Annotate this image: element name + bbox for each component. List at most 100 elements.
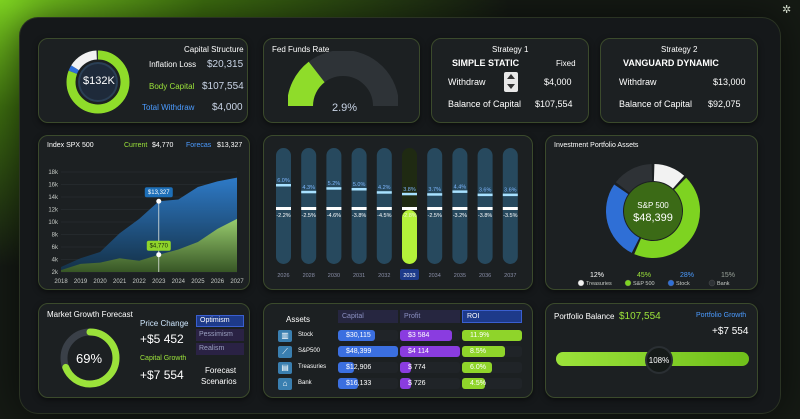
asset-name: Treasuries xyxy=(298,364,327,370)
bar-category-highlight[interactable] xyxy=(400,269,419,280)
asset-profit-bar-value: $3 584 xyxy=(408,332,430,339)
bar-track xyxy=(276,148,291,264)
pie-slice-bank xyxy=(615,164,653,193)
bar-zero-mark xyxy=(276,207,291,210)
strategy1-withdraw-label: Withdraw xyxy=(448,77,486,87)
bar-category-label[interactable]: 2031 xyxy=(353,273,365,279)
pie-legend-dot xyxy=(667,279,675,287)
asset-profit-bar-track xyxy=(400,362,460,373)
spx-title: Index SPX 500 xyxy=(47,142,94,149)
col-roi[interactable]: ROI xyxy=(462,310,522,323)
price-change-label: Price Change xyxy=(140,319,189,328)
bar-category-label[interactable]: 2035 xyxy=(454,273,466,279)
asset-capital-bar-value: $30,115 xyxy=(346,332,371,339)
asset-capital-bar-track xyxy=(338,378,398,389)
spx-x-tick: 2021 xyxy=(113,279,127,285)
withdraw-stepper[interactable] xyxy=(504,72,518,92)
bar-category-label[interactable]: 2030 xyxy=(328,273,340,279)
bar-zero-mark xyxy=(452,207,468,210)
bar-negative-label: -4.5% xyxy=(377,213,391,219)
bar-positive-mark xyxy=(376,191,392,194)
pie-percent-label: 28% xyxy=(680,272,694,279)
asset-profit-bar-value: $ 726 xyxy=(408,380,426,387)
spx-y-tick: 10k xyxy=(48,220,59,226)
spx-x-tick: 2020 xyxy=(93,279,107,285)
bar-category-label[interactable]: 2036 xyxy=(479,273,491,279)
bar-negative-label: -3.8% xyxy=(478,213,492,219)
growth-label: Portfolio Growth xyxy=(696,312,747,319)
asset-capital-bar xyxy=(338,330,376,341)
capital-donut-label: $132K xyxy=(83,75,115,87)
balance-percent: 108% xyxy=(648,356,670,365)
assets-card: Assets Capital Profit ROI ▥ Stock $30,115 $… xyxy=(263,303,533,398)
pie-center-value: $48,399 xyxy=(633,212,673,224)
spx-y-tick: 6k xyxy=(52,245,59,251)
document-icon: ▤ xyxy=(278,362,292,374)
asset-capital-bar-value: $16,133 xyxy=(346,380,372,387)
spx-current-callout-text: $4,770 xyxy=(150,244,169,250)
bar-positive-mark xyxy=(452,190,468,193)
market-growth-card: Market Growth Forecast 69% Price Change … xyxy=(38,303,250,398)
balance-progress-knob[interactable] xyxy=(645,346,673,374)
bar-positive-label: 4.4% xyxy=(454,184,467,190)
portfolio-balance-card: Portfolio Balance $107,554 Portfolio Gro… xyxy=(545,303,758,398)
spx-area-chart: 2k 4k 6k 8k 10k 12k 14k 16k 18k 2018 2019 2020 2021 2… xyxy=(48,170,244,285)
asset-profit-bar-value: $ 774 xyxy=(408,364,426,371)
bar-negative-label: -3.2% xyxy=(453,213,467,219)
pie-legend-label: Bank xyxy=(717,281,730,287)
spx-current-label: Current xyxy=(124,142,148,149)
asset-roi-bar-value: 8.5% xyxy=(470,348,486,355)
pie-legend-label: S&P 500 xyxy=(633,281,655,287)
spx-card: Index SPX 500 Current $4,770 Forecas $13… xyxy=(38,135,250,290)
strategy1-withdraw-value: $4,000 xyxy=(544,77,572,87)
settings-icon[interactable]: ✲ xyxy=(782,4,792,16)
strategy1-title: Strategy 1 xyxy=(492,45,529,54)
spx-y-tick: 12k xyxy=(48,208,59,214)
strategy1-balance-label: Balance of Capital xyxy=(448,99,522,109)
growth-value: +$7 554 xyxy=(712,326,749,337)
scenario-realism[interactable]: Realism xyxy=(196,343,244,355)
bar-negative-label: -2.2% xyxy=(276,213,290,219)
strategy1-card: Strategy 1 SIMPLE STATIC Fixed Withdraw … xyxy=(431,38,589,123)
bar-chart-icon: ▥ xyxy=(278,330,292,342)
fed-funds-title: Fed Funds Rate xyxy=(272,45,330,54)
bar-category-label[interactable]: 2034 xyxy=(429,273,441,279)
bar-category-label[interactable]: 2026 xyxy=(277,273,289,279)
stepper-down-icon[interactable] xyxy=(507,84,515,89)
bar-track xyxy=(376,148,392,264)
asset-capital-bar xyxy=(338,362,355,373)
bar-category-label[interactable]: 2033 xyxy=(403,273,415,279)
capital-growth-value: +$7 554 xyxy=(140,368,184,382)
strategy1-balance-value: $107,554 xyxy=(535,99,573,109)
scenario-optimism[interactable]: Optimism xyxy=(196,315,244,327)
bar-positive-label: 5.0% xyxy=(353,182,366,188)
bar-zero-mark xyxy=(351,207,367,210)
asset-name: S&P500 xyxy=(298,348,321,354)
col-profit[interactable]: Profit xyxy=(400,310,460,323)
asset-profit-bar xyxy=(400,378,411,389)
scenario-pessimism[interactable]: Pessimism xyxy=(196,329,244,341)
balance-title: Portfolio Balance xyxy=(554,312,615,321)
bar-positive-label: 4.2% xyxy=(378,185,391,191)
capital-donut xyxy=(66,50,130,114)
market-ring-fill xyxy=(60,328,120,388)
body-capital-value: $107,554 xyxy=(202,81,244,92)
portfolio-donut-chart: S&P 500 $48,399 12% Treasuries 45% S&P 500 28%… xyxy=(577,164,735,287)
line-chart-icon: ⟋ xyxy=(278,346,292,358)
spx-forecast-callout-text: $13,327 xyxy=(148,190,170,196)
bar-category-label[interactable]: 2037 xyxy=(504,273,516,279)
spx-y-tick: 8k xyxy=(52,233,59,239)
bar-positive-label: 3.6% xyxy=(479,188,492,194)
asset-capital-bar xyxy=(338,346,398,357)
asset-capital-bar-value: $12,906 xyxy=(346,364,372,371)
bar-zero-mark xyxy=(502,207,518,210)
body-capital-label: Body Capital xyxy=(149,82,195,91)
bar-category-label[interactable]: 2032 xyxy=(378,273,390,279)
bar-positive-mark xyxy=(427,193,443,196)
capital-growth-label: Capital Growth xyxy=(140,355,187,362)
bar-highlight-fill xyxy=(402,210,417,264)
spx-x-tick: 2018 xyxy=(54,279,68,285)
stepper-up-icon[interactable] xyxy=(507,74,515,79)
bar-category-label[interactable]: 2028 xyxy=(303,273,315,279)
col-capital[interactable]: Capital xyxy=(338,310,398,323)
